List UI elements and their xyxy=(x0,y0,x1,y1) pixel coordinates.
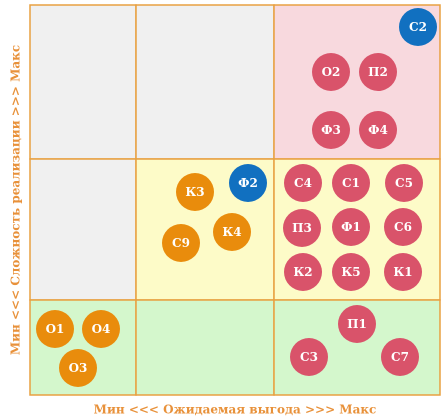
bubble-label: С3 xyxy=(300,350,318,364)
bubble xyxy=(36,310,74,348)
bubble-label: С2 xyxy=(409,20,427,34)
bubble xyxy=(162,224,200,262)
bubble xyxy=(384,253,422,291)
bubble xyxy=(283,209,321,247)
bubble-label: С4 xyxy=(294,176,312,190)
bubble-label: Ф1 xyxy=(341,220,361,234)
cell xyxy=(135,4,275,160)
bubble-label: К4 xyxy=(222,225,241,239)
bubble xyxy=(82,310,120,348)
bubble xyxy=(359,111,397,149)
bubble-label: К5 xyxy=(341,265,360,279)
bubble-label: К2 xyxy=(293,265,312,279)
cell xyxy=(29,158,137,301)
bubble xyxy=(213,213,251,251)
bubble-label: С9 xyxy=(172,236,190,250)
x-axis-label: Мин <<< Ожидаемая выгода >>> Макс xyxy=(94,403,377,417)
bubble-label: Ф3 xyxy=(321,123,341,137)
bubble xyxy=(284,164,322,202)
bubble-label: П2 xyxy=(368,65,388,79)
bubble-label: К3 xyxy=(185,185,204,199)
bubble-label: О2 xyxy=(322,65,341,79)
cell xyxy=(29,4,137,160)
bubble xyxy=(229,164,267,202)
bubble xyxy=(176,173,214,211)
bubble xyxy=(384,208,422,246)
bubble-label: С6 xyxy=(394,220,412,234)
bubbles: С2 О2 П2 Ф3 Ф4 К3 Ф2 С9 К4 С4 С1 С5 П3 Ф1 С6 К2 К5 К1 О1 О4… xyxy=(36,8,437,387)
bubble xyxy=(290,338,328,376)
bubble-label: О1 xyxy=(46,322,65,336)
bubble xyxy=(312,111,350,149)
bubble xyxy=(359,53,397,91)
bubble-label: Ф2 xyxy=(238,176,258,190)
y-axis-label: Мин <<< Сложность реализации >>> Макс xyxy=(9,45,23,355)
bubble xyxy=(385,164,423,202)
bubble xyxy=(399,8,437,46)
bubble xyxy=(332,253,370,291)
bubble-label: С1 xyxy=(342,176,360,190)
cell xyxy=(135,299,275,396)
bubble-label: О3 xyxy=(69,361,88,375)
bubble-label: П3 xyxy=(292,221,312,235)
bubble xyxy=(381,338,419,376)
bubble-label: О4 xyxy=(92,322,111,336)
bubble-label: П1 xyxy=(347,317,367,331)
bubble xyxy=(338,305,376,343)
bubble xyxy=(59,349,97,387)
bubble xyxy=(312,53,350,91)
bubble-label: С5 xyxy=(395,176,413,190)
bubble-label: С7 xyxy=(391,350,409,364)
bubble-label: Ф4 xyxy=(368,123,388,137)
bubble xyxy=(284,253,322,291)
bubble-label: К1 xyxy=(393,265,412,279)
bubble xyxy=(332,208,370,246)
bubble xyxy=(332,164,370,202)
